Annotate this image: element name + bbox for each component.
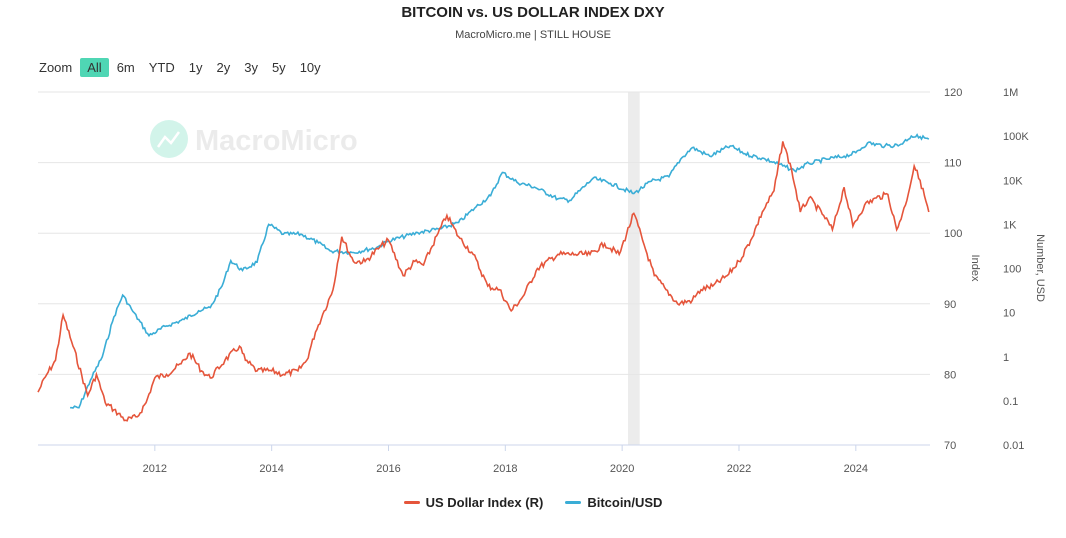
- usd-tick-label: 1: [1003, 352, 1009, 364]
- x-tick-label: 2024: [844, 463, 868, 475]
- usd-tick-label: 1K: [1003, 219, 1017, 231]
- zoom-2y-button[interactable]: 2y: [216, 60, 231, 75]
- legend-label-btc: Bitcoin/USD: [587, 495, 663, 510]
- x-tick-label: 2022: [727, 463, 751, 475]
- index-tick-label: 100: [944, 228, 962, 240]
- zoom-3y-button[interactable]: 3y: [244, 60, 258, 75]
- chart-title: BITCOIN vs. US DOLLAR INDEX DXY: [401, 4, 665, 21]
- x-tick-label: 2020: [610, 463, 634, 475]
- index-tick-label: 90: [944, 299, 956, 311]
- dxy-swatch: [403, 501, 420, 504]
- legend-label-dxy: US Dollar Index (R): [425, 495, 544, 510]
- usd-axis-title: Number, USD: [1034, 234, 1046, 302]
- zoom-10y-button[interactable]: 10y: [299, 60, 321, 75]
- zoom-1y-button[interactable]: 1y: [188, 60, 203, 75]
- usd-tick-label: 1M: [1003, 87, 1018, 99]
- zoom-bar: Zoom All 6m YTD 1y 2y 3y 5y 10y: [39, 58, 335, 77]
- watermark-logo-icon: [150, 120, 188, 158]
- index-tick-label: 70: [944, 440, 956, 452]
- recession-band: [627, 92, 640, 445]
- watermark: MacroMicro: [150, 120, 358, 158]
- legend-item-dxy[interactable]: US Dollar Index (R): [403, 495, 544, 510]
- zoom-6m-button[interactable]: 6m: [116, 60, 135, 75]
- x-tick-label: 2014: [259, 463, 283, 475]
- usd-tick-label: 10K: [1003, 175, 1023, 187]
- zoom-5y-button[interactable]: 5y: [271, 60, 286, 75]
- zoom-label: Zoom: [39, 60, 73, 75]
- index-tick-label: 110: [944, 158, 962, 170]
- watermark-text: MacroMicro: [195, 125, 358, 157]
- index-tick-label: 120: [944, 87, 962, 99]
- index-tick-label: 80: [944, 369, 956, 381]
- usd-tick-label: 0.01: [1003, 440, 1024, 452]
- legend: US Dollar Index (R) Bitcoin/USD: [0, 495, 1066, 510]
- us-dollar-index-line: [37, 141, 930, 422]
- usd-tick-label: 0.1: [1003, 396, 1018, 408]
- x-tick-label: 2012: [143, 463, 167, 475]
- bitcoin-usd-line: [70, 133, 930, 409]
- usd-tick-label: 10: [1003, 308, 1015, 320]
- x-tick-label: 2018: [493, 463, 517, 475]
- zoom-ytd-button[interactable]: YTD: [148, 60, 175, 75]
- x-tick-label: 2016: [376, 463, 400, 475]
- btc-swatch: [565, 501, 582, 504]
- zoom-all-button[interactable]: All: [80, 58, 109, 77]
- watermark-chart-icon: [156, 131, 181, 148]
- usd-tick-label: 100: [1003, 264, 1021, 276]
- usd-tick-label: 100K: [1003, 131, 1029, 143]
- index-axis-title: Index: [969, 255, 981, 282]
- legend-item-btc[interactable]: Bitcoin/USD: [565, 495, 662, 510]
- chart-subtitle: MacroMicro.me | STILL HOUSE: [455, 29, 611, 41]
